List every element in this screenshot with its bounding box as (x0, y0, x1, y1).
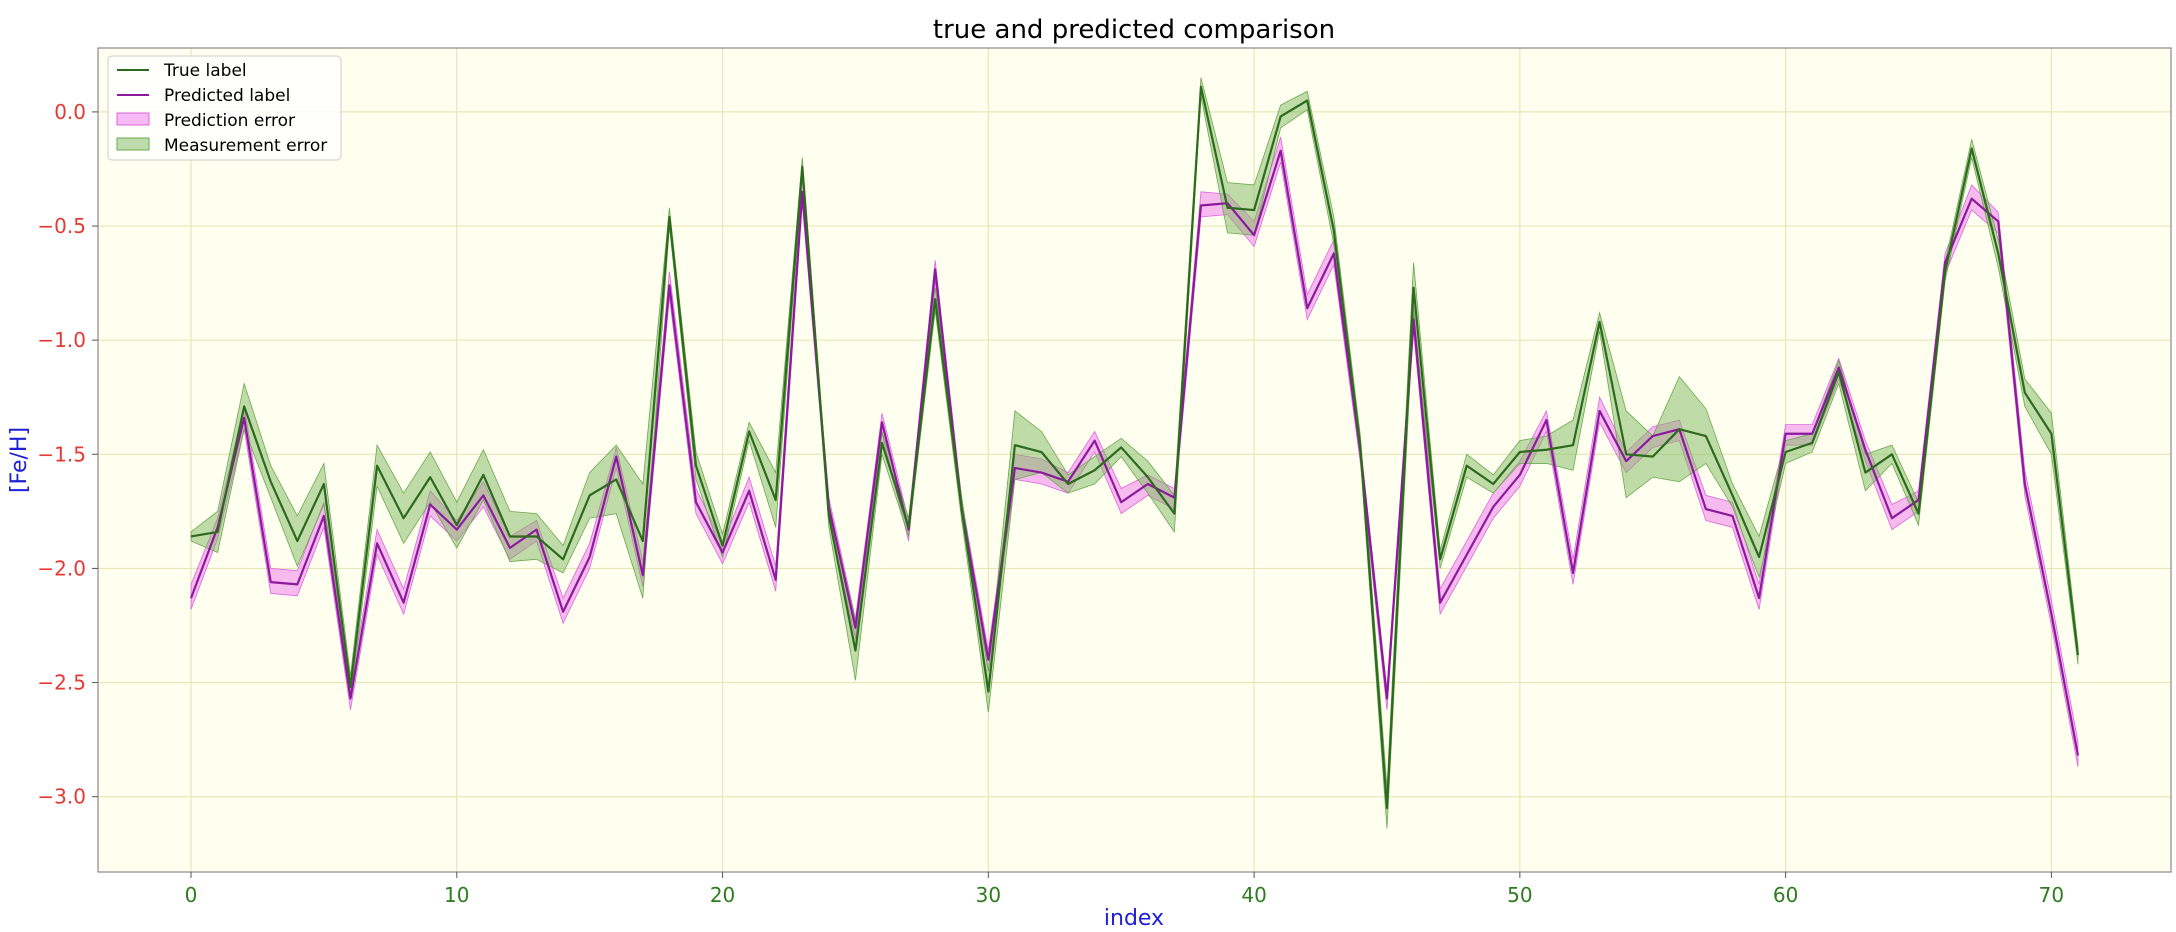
y-tick-label: −2.5 (37, 671, 86, 695)
x-tick-label: 60 (1773, 883, 1798, 907)
x-tick-label: 70 (2039, 883, 2064, 907)
y-tick-label: −0.5 (37, 214, 86, 238)
legend-true-label: True label (163, 61, 247, 81)
y-tick-label: −1.5 (37, 442, 86, 466)
legend-prediction-error-swatch (116, 112, 150, 126)
y-tick-label: −1.0 (37, 328, 86, 352)
x-tick-label: 0 (185, 883, 198, 907)
x-tick-label: 50 (1507, 883, 1532, 907)
legend-frame (107, 55, 342, 161)
x-tick-label: 20 (710, 883, 735, 907)
x-tick-label: 30 (976, 883, 1001, 907)
x-axis-label: index (1104, 906, 1164, 931)
legend-prediction-error: Prediction error (164, 111, 295, 131)
legend-measurement-error: Measurement error (164, 136, 327, 156)
predicted-label-line (189, 149, 2080, 756)
chart-title: true and predicted comparison (933, 15, 1335, 45)
legend: True label Predicted label Prediction er… (107, 55, 342, 161)
x-tick-label: 40 (1241, 883, 1266, 907)
y-axis-label: [Fe/H] (7, 427, 32, 493)
legend-measurement-error-swatch (116, 137, 150, 151)
y-tick-label: −3.0 (37, 785, 86, 809)
y-tick-label: −2.0 (37, 556, 86, 580)
legend-predicted-label: Predicted label (164, 86, 290, 106)
plot-frame (97, 47, 2172, 873)
x-tick-label: 10 (444, 883, 469, 907)
y-tick-label: 0.0 (54, 100, 86, 124)
ticks: 0 10 20 30 40 50 60 70 0.0 −0.5 −1.0 −1.5 −2.0 −2.5 −3… (37, 100, 2064, 907)
series-lines (189, 85, 2080, 810)
true-label-line (190, 85, 2080, 810)
